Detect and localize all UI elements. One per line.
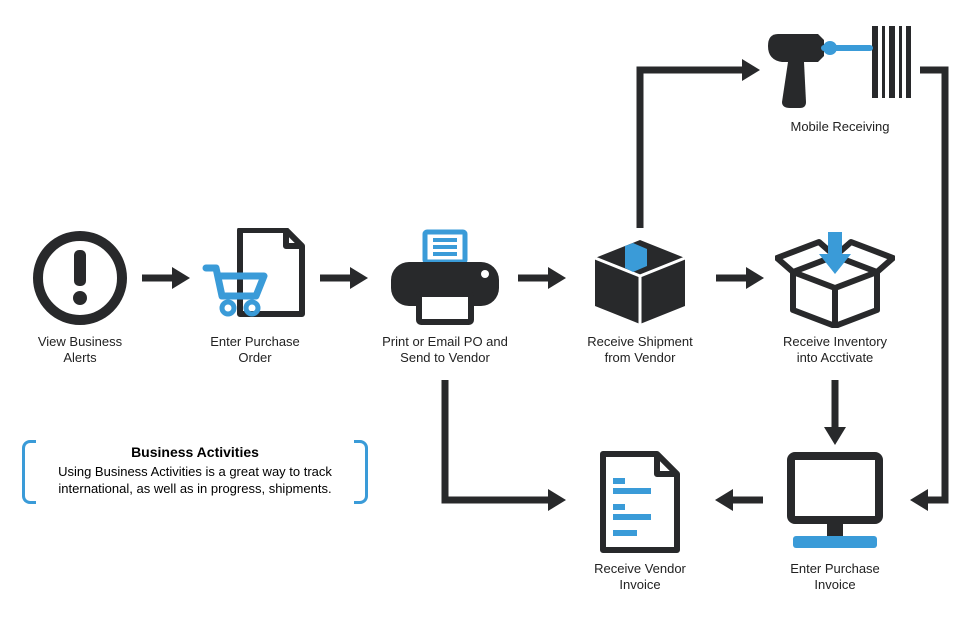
box-closed-icon	[565, 228, 715, 328]
node-alerts: View BusinessAlerts	[20, 228, 140, 367]
node-purchase-order: Enter PurchaseOrder	[190, 228, 320, 367]
node-label: Receive Inventoryinto Acctivate	[760, 334, 910, 367]
cart-doc-icon	[190, 228, 320, 328]
node-label: Print or Email PO andSend to Vendor	[370, 334, 520, 367]
invoice-icon	[565, 450, 715, 555]
node-purchase-invoice: Enter PurchaseInvoice	[760, 450, 910, 594]
callout-body: Using Business Activities is a great way…	[44, 464, 346, 498]
alert-circle-icon	[20, 228, 140, 328]
node-label: Mobile Receiving	[760, 119, 920, 135]
node-receive-inventory: Receive Inventoryinto Acctivate	[760, 228, 910, 367]
scanner-icon	[760, 18, 920, 113]
node-receive-shipment: Receive Shipmentfrom Vendor	[565, 228, 715, 367]
printer-icon	[370, 228, 520, 328]
node-label: Receive Shipmentfrom Vendor	[565, 334, 715, 367]
node-label: Receive VendorInvoice	[565, 561, 715, 594]
bracket-right-icon	[354, 440, 368, 504]
computer-icon	[760, 450, 910, 555]
bracket-left-icon	[22, 440, 36, 504]
callout-business-activities: Business Activities Using Business Activ…	[30, 440, 360, 502]
node-mobile-receiving: Mobile Receiving	[760, 18, 920, 135]
box-open-icon	[760, 228, 910, 328]
node-label: Enter PurchaseInvoice	[760, 561, 910, 594]
callout-title: Business Activities	[44, 444, 346, 460]
node-vendor-invoice: Receive VendorInvoice	[565, 450, 715, 594]
node-label: Enter PurchaseOrder	[190, 334, 320, 367]
node-print: Print or Email PO andSend to Vendor	[370, 228, 520, 367]
node-label: View BusinessAlerts	[20, 334, 140, 367]
